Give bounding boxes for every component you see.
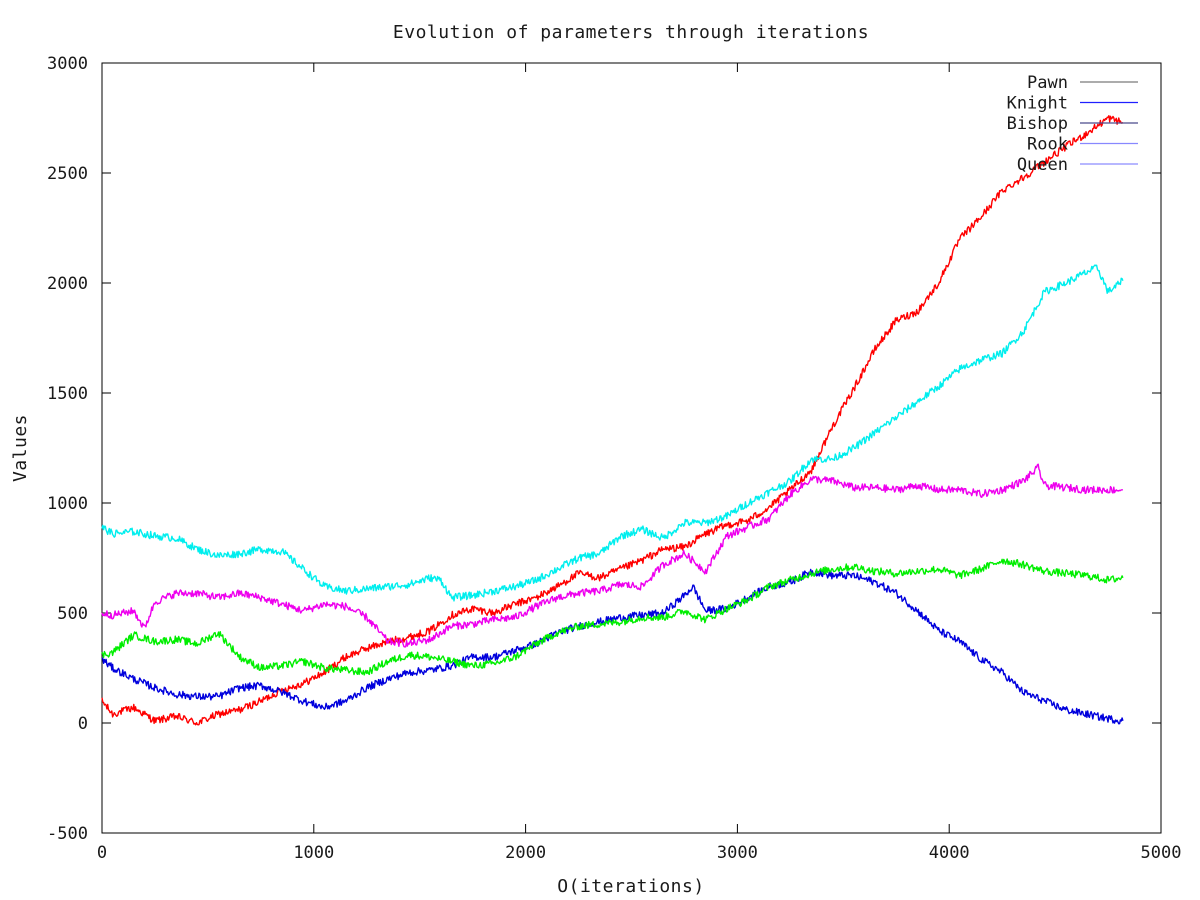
y-tick-label: 2500 [47,164,88,184]
chart-title: Evolution of parameters through iteratio… [393,22,869,43]
x-tick-label: 1000 [293,843,334,863]
x-tick-label: 2000 [505,843,546,863]
legend-label-queen: Queen [1017,155,1068,175]
y-tick-label: 2000 [47,274,88,294]
plot-frame [101,62,1162,834]
x-tick-label: 3000 [717,843,758,863]
x-tick-label: 5000 [1141,843,1182,863]
series-line-1 [101,114,1124,726]
series-layer [101,114,1124,726]
legend-label-pawn: Pawn [1027,73,1068,93]
y-tick-label: 0 [78,714,88,734]
y-tick-label: 500 [57,604,88,624]
legend-label-bishop: Bishop [1007,114,1068,134]
x-tick-label: 4000 [929,843,970,863]
series-line-3 [101,558,1124,676]
x-tick-label: 0 [97,843,107,863]
x-axis-title: O(iterations) [557,876,704,897]
axis-ticks: 0 1000 2000 3000 4000 5000 -500 0 500 1000 1500 200… [47,54,1181,863]
legend-label-rook: Rook [1027,135,1068,155]
legend-label-knight: Knight [1007,94,1068,114]
series-line-2 [101,568,1124,725]
y-axis-title: Values [10,414,31,482]
y-tick-label: -500 [47,824,88,844]
y-tick-label: 1500 [47,384,88,404]
y-tick-label: 3000 [47,54,88,74]
series-line-4 [101,463,1123,648]
y-tick-label: 1000 [47,494,88,514]
series-line-5 [101,264,1124,602]
